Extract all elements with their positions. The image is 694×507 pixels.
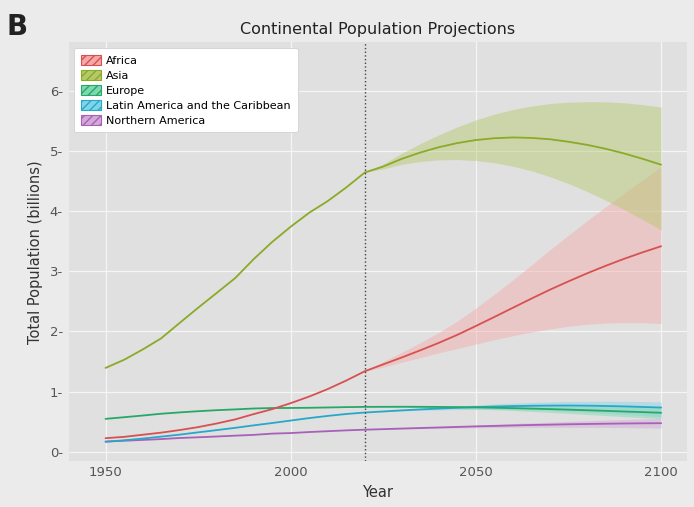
Text: B: B <box>7 13 28 41</box>
Title: Continental Population Projections: Continental Population Projections <box>240 22 516 37</box>
X-axis label: Year: Year <box>362 485 393 500</box>
Legend: Africa, Asia, Europe, Latin America and the Caribbean, Northern America: Africa, Asia, Europe, Latin America and … <box>74 48 298 132</box>
Y-axis label: Total Population (billions): Total Population (billions) <box>28 160 43 344</box>
